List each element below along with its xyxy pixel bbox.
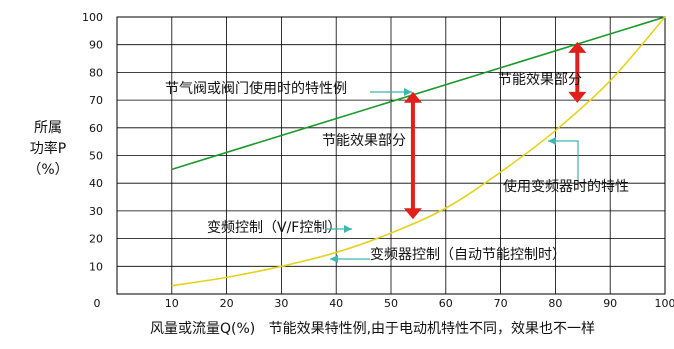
y-axis-label-line: （%） bbox=[27, 162, 69, 178]
y-axis-label-line: 所属 bbox=[34, 120, 62, 136]
annotation-label: 节气阀或阀门使用时的特性例 bbox=[165, 80, 347, 97]
series-layer bbox=[171, 16, 666, 287]
y-tick-label: 40 bbox=[89, 177, 103, 190]
x-tick-label: 0 bbox=[94, 297, 101, 310]
energy-saving-arrow bbox=[568, 41, 587, 103]
arrow-layer bbox=[403, 41, 587, 220]
y-tick-label: 30 bbox=[89, 205, 103, 218]
annotation-label: 节能效果部分 bbox=[498, 72, 582, 88]
pointer-line bbox=[548, 140, 579, 180]
arrow-head-up bbox=[403, 91, 422, 103]
x-tick-label: 100 bbox=[655, 297, 674, 310]
energy-saving-arrow bbox=[403, 91, 422, 220]
pointer-arrowhead bbox=[548, 137, 556, 145]
annotation-label: 变频控制（V/F控制） bbox=[207, 220, 341, 236]
pointer-arrowhead bbox=[344, 225, 352, 233]
x-tick-labels: 0 10 20 30 40 50 60 70 80 90 100 bbox=[94, 297, 674, 310]
y-tick-label: 60 bbox=[89, 122, 103, 135]
damper-characteristic-line bbox=[171, 16, 666, 171]
x-tick-label: 70 bbox=[494, 297, 508, 310]
y-axis-label-line: 功率P bbox=[29, 141, 67, 157]
inverter-characteristic-curve bbox=[171, 16, 666, 287]
annotation-label: 节能效果部分 bbox=[322, 133, 406, 149]
y-axis-label: 所属 功率P （%） bbox=[14, 118, 82, 181]
x-tick-label: 10 bbox=[165, 297, 179, 310]
y-tick-labels: 10 20 30 40 50 60 70 80 90 100 bbox=[82, 11, 103, 273]
chart-caption: 风量或流量Q(%) 节能效果特性例,由于电动机特性不同，效果也不一样 bbox=[150, 318, 595, 338]
arrow-head-down bbox=[403, 208, 422, 220]
annotation-label: 使用变频器时的特性 bbox=[503, 178, 629, 195]
x-tick-label: 90 bbox=[603, 297, 617, 310]
x-tick-label: 40 bbox=[329, 297, 343, 310]
y-tick-label: 80 bbox=[89, 66, 103, 79]
x-tick-label: 80 bbox=[548, 297, 562, 310]
annotation-layer: 节气阀或阀门使用时的特性例节能效果部分节能效果部分使用变频器时的特性变频控制（V… bbox=[165, 72, 629, 263]
arrow-head-up bbox=[568, 41, 587, 53]
x-tick-label: 20 bbox=[220, 297, 234, 310]
y-tick-label: 50 bbox=[89, 150, 103, 163]
x-axis-label: 风量或流量Q(%) bbox=[150, 321, 256, 337]
y-tick-label: 10 bbox=[89, 260, 103, 273]
pointer-arrowhead bbox=[404, 88, 412, 96]
arrow-head-down bbox=[568, 91, 587, 103]
y-tick-label: 20 bbox=[89, 233, 103, 246]
x-tick-label: 30 bbox=[274, 297, 288, 310]
y-tick-label: 90 bbox=[89, 39, 103, 52]
pointer-arrowhead bbox=[330, 255, 338, 263]
x-tick-label: 60 bbox=[439, 297, 453, 310]
annotation-label: 变频器控制（自动节能控制时） bbox=[370, 247, 566, 263]
x-tick-label: 50 bbox=[384, 297, 398, 310]
y-tick-label: 70 bbox=[89, 94, 103, 107]
y-tick-label: 100 bbox=[82, 11, 103, 24]
caption-text: 节能效果特性例,由于电动机特性不同，效果也不一样 bbox=[268, 321, 596, 337]
grid bbox=[116, 16, 666, 295]
